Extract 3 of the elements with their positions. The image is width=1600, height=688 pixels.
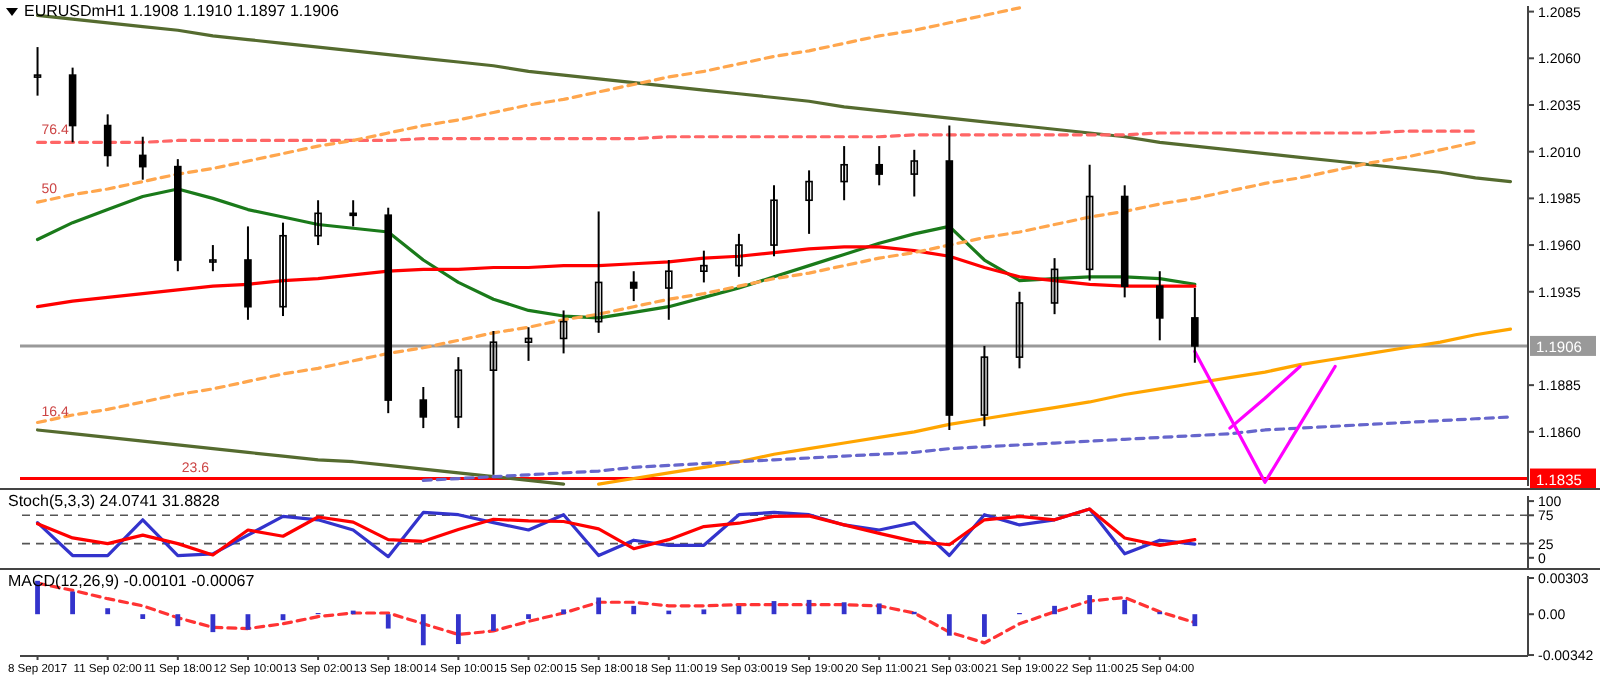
chart-title: Stoch(5,3,3) 24.0741 31.8828: [8, 492, 220, 510]
chart-title: MACD(12,26,9) -0.00101 -0.00067: [8, 572, 255, 590]
chart-title: EURUSDmH1 1.1908 1.1910 1.1897 1.1906: [24, 2, 339, 20]
